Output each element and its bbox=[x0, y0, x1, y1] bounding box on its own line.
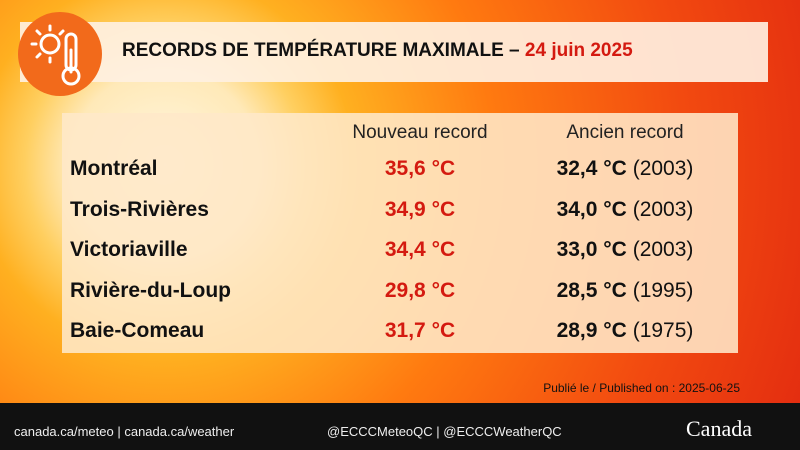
footer-bar bbox=[0, 403, 800, 450]
old-record-year: (2003) bbox=[632, 197, 694, 221]
city: Victoriaville bbox=[70, 238, 188, 261]
heat-icon bbox=[18, 12, 102, 96]
new-record: 35,6 °C bbox=[384, 157, 456, 180]
footer-links: canada.ca/meteo | canada.ca/weather bbox=[14, 424, 235, 439]
new-record: 34,4 °C bbox=[384, 238, 456, 261]
new-record: 29,8 °C bbox=[384, 278, 456, 302]
old-record: 32,4 °C (2003) bbox=[525, 157, 725, 181]
title-date: 24 juin 2025 bbox=[524, 40, 633, 61]
column-header: Ancien record bbox=[566, 122, 684, 143]
old-record: 28,5 °C (1995) bbox=[525, 279, 725, 303]
city: Baie-Comeau bbox=[70, 319, 205, 342]
old-record-value: 32,4 °C bbox=[556, 157, 627, 180]
old-record-year: (2003) bbox=[632, 238, 694, 261]
old-record-year: (2003) bbox=[632, 157, 694, 180]
title-box bbox=[20, 22, 768, 82]
old-record-year: (1975) bbox=[632, 319, 694, 342]
old-record-value: 34,0 °C bbox=[556, 197, 627, 221]
old-record-value: 33,0 °C bbox=[556, 238, 627, 261]
published-date: Publié le / Published on : 2025-06-25 bbox=[543, 381, 740, 395]
old-record-value: 28,5 °C bbox=[556, 278, 627, 302]
city: Rivière-du-Loup bbox=[70, 278, 231, 302]
footer-social: @ECCCMeteoQC | @ECCCWeatherQC bbox=[327, 424, 562, 439]
city: Montréal bbox=[70, 157, 158, 180]
old-record-year: (1995) bbox=[632, 278, 694, 302]
title: RECORDS DE TEMPÉRATURE MAXIMALE – 24 jui… bbox=[122, 40, 633, 62]
old-record: 34,0 °C (2003) bbox=[525, 198, 725, 222]
old-record: 33,0 °C (2003) bbox=[525, 238, 725, 262]
city: Trois-Rivières bbox=[70, 197, 209, 221]
old-record-value: 28,9 °C bbox=[556, 319, 627, 342]
new-record: 31,7 °C bbox=[384, 319, 456, 342]
wordmark: Canada bbox=[686, 416, 752, 441]
table-box bbox=[62, 113, 738, 353]
old-record: 28,9 °C (1975) bbox=[525, 319, 725, 343]
title-text: RECORDS DE TEMPÉRATURE MAXIMALE – bbox=[122, 40, 520, 61]
column-header: Nouveau record bbox=[352, 122, 488, 143]
new-record: 34,9 °C bbox=[384, 197, 456, 221]
